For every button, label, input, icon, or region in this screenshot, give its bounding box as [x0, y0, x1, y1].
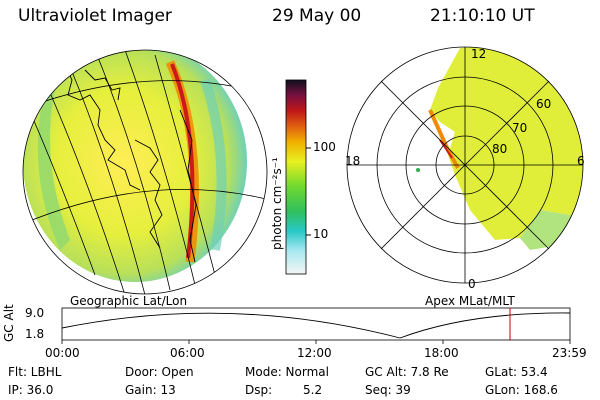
gain-info: Gain: 13 — [125, 383, 176, 397]
mlt-label-0: 0 — [468, 277, 476, 291]
geographic-projection-label: Geographic Lat/Lon — [70, 294, 188, 308]
time-tick-2359: 23:59 — [552, 346, 587, 360]
altitude-plot — [61, 307, 571, 344]
mlt-label-12: 12 — [471, 47, 487, 61]
glon-info: GLon: 168.6 — [485, 383, 558, 397]
lat-label-70: 70 — [512, 121, 528, 135]
colorbar-tick-10: 10 — [313, 227, 329, 241]
time-tick-0000: 00:00 — [45, 346, 80, 360]
polar-plot — [346, 46, 584, 284]
lat-label-60: 60 — [536, 97, 552, 111]
mode-info: Mode: Normal — [245, 365, 329, 379]
time-tick-1800: 18:00 — [424, 346, 459, 360]
gc-alt-info: GC Alt: 7.8 Re — [365, 365, 449, 379]
colorbar-unit-label: photon cm⁻²s⁻¹ — [270, 157, 284, 250]
observation-date: 29 May 00 — [272, 6, 362, 26]
dsp-value: 5.2 — [303, 383, 323, 397]
geographic-image — [22, 49, 268, 295]
apex-projection-label: Apex MLat/MLT — [425, 294, 515, 308]
instrument-title: Ultraviolet Imager — [18, 6, 172, 26]
door-info: Door: Open — [125, 365, 194, 379]
mlt-label-6: 6 — [577, 154, 585, 168]
altitude-tick-low: 1.8 — [25, 327, 45, 341]
filter-info: Flt: LBHL — [8, 365, 62, 379]
time-tick-0600: 06:00 — [170, 346, 205, 360]
lat-label-80: 80 — [492, 142, 508, 156]
seq-info: Seq: 39 — [365, 383, 411, 397]
time-tick-1200: 12:00 — [297, 346, 332, 360]
colorbar — [285, 79, 311, 275]
altitude-tick-high: 9.0 — [25, 306, 45, 320]
colorbar-tick-100: 100 — [313, 140, 336, 154]
ip-info: IP: 36.0 — [8, 383, 54, 397]
observation-time: 21:10:10 UT — [430, 6, 535, 26]
dsp-label: Dsp: — [245, 383, 273, 397]
glat-info: GLat: 53.4 — [485, 365, 548, 379]
altitude-axis-label: GC Alt — [2, 304, 16, 342]
mlt-label-18: 18 — [345, 154, 361, 168]
